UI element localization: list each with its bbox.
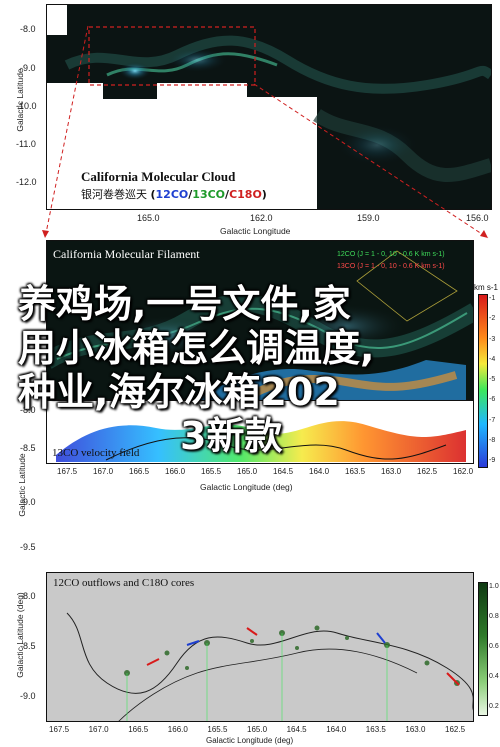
p3xticks-label: 163.0 xyxy=(405,725,426,734)
panel1-y-tick: -8.0 xyxy=(20,24,36,34)
p2xticks-label: 165.5 xyxy=(201,467,222,476)
p3xticks-label: 167.0 xyxy=(88,725,109,734)
p3xticks-label: 166.5 xyxy=(128,725,149,734)
panel3-title: 12CO outflows and C18O cores xyxy=(53,577,195,589)
panel1-subtitle-cn: 银河卷巻巡天 xyxy=(81,188,147,201)
p3xticks-label: 167.5 xyxy=(49,725,70,734)
panel1-y-tick: -11.0 xyxy=(16,139,36,149)
panel1-legend-part: ( xyxy=(150,188,156,201)
cb3ticks-label: 0.2 xyxy=(489,703,499,710)
panel2-y-tick: -9.0 xyxy=(20,497,36,507)
cb2ticks-label: -9 xyxy=(489,457,496,464)
panel1-y-tick: -12.0 xyxy=(16,177,37,187)
cb3ticks-label: 0.8 xyxy=(489,613,499,620)
panel1-tracer-legend: (12CO/13CO/C18O) xyxy=(151,188,267,201)
overlay-line-2: 用小冰箱怎么调温度, xyxy=(18,326,375,370)
p3xticks-label: 162.5 xyxy=(445,725,466,734)
p2xticks-label: 163.5 xyxy=(345,467,366,476)
p3xticks-label: 164.0 xyxy=(326,725,347,734)
p3xticks-label: 165.0 xyxy=(247,725,268,734)
cb3ticks-label: 0.4 xyxy=(489,673,499,680)
cb2ticks-label: -2 xyxy=(489,315,496,323)
p2xticks-label: 162.0 xyxy=(453,467,474,476)
p2xticks-label: 167.5 xyxy=(57,467,78,476)
panel1-x-tick: 165.0 xyxy=(137,213,160,223)
cb2ticks-label: -5 xyxy=(489,376,496,383)
overlay-line-1: 养鸡场,一号文件,家 xyxy=(18,282,351,326)
cb2ticks-label: -1 xyxy=(489,295,496,302)
p2xticks-label: 164.0 xyxy=(309,467,330,476)
panel3-x-axis-label: Galactic Longitude (deg) xyxy=(206,736,294,745)
panel1-x-tick: 162.0 xyxy=(250,213,273,223)
cb2ticks-label: -7 xyxy=(489,416,496,424)
panel1-plot-frame: California Molecular Cloud 银河卷巻巡天 (12CO/… xyxy=(46,4,492,210)
panel3-plot-frame: 12CO outflows and C18O cores xyxy=(46,572,474,722)
cb2ticks-label: -8 xyxy=(489,436,496,444)
cb2ticks-label: -4 xyxy=(489,355,496,363)
p2xticks-label: 167.0 xyxy=(93,467,114,476)
panel1-legend-part: 12CO xyxy=(155,188,189,201)
panel3-outflow-map xyxy=(66,612,473,721)
panel2-y-tick: -8.5 xyxy=(20,443,36,453)
panel1-x-tick: 159.0 xyxy=(357,213,380,223)
panel1-y-tick: -9.0 xyxy=(20,63,36,73)
panel2-legend-13co: 13CO (J = 1 - 0, 10 - 0.6 K km s-1) xyxy=(337,263,445,270)
panel2-velocity-upper xyxy=(196,360,466,400)
panel2-intensity-map xyxy=(47,250,473,369)
panel2-x-axis-label: Galactic Longitude (deg) xyxy=(200,482,293,492)
panel3-y-tick: -9.0 xyxy=(20,691,36,701)
panel1-y-tick: -10.0 xyxy=(16,101,37,111)
p2xticks-label: 164.5 xyxy=(273,467,294,476)
overlay-headline: 养鸡场,一号文件,家 用小冰箱怎么调温度, 种业,海尔冰箱202 3新款 xyxy=(18,282,374,458)
panel2-colorbar xyxy=(478,294,488,468)
panel2-colorbar-unit: km s-1 xyxy=(474,283,498,292)
p2xticks-label: 165.0 xyxy=(237,467,258,476)
panel2-title: California Molecular Filament xyxy=(53,247,200,261)
panel2-y-tick: -8.0 xyxy=(20,405,36,415)
p2xticks-label: 162.5 xyxy=(417,467,438,476)
panel1-x-axis-label: Galactic Longitude xyxy=(220,226,291,236)
cb3ticks-label: 1.0 xyxy=(489,583,499,590)
panel1-x-tick: 156.0 xyxy=(466,213,489,223)
cb2ticks-label: -3 xyxy=(489,335,496,343)
panel3-y-tick: -8.0 xyxy=(20,591,36,601)
panel1-legend-part: C18O xyxy=(229,188,262,201)
panel3-colorbar xyxy=(478,582,488,716)
panel2-velocity-map xyxy=(56,421,466,462)
panel1-legend-part: / xyxy=(188,188,193,201)
panel1-legend-part: 13CO xyxy=(192,188,226,201)
panel1-legend-part: ) xyxy=(261,188,267,201)
panel2-y-tick: -9.5 xyxy=(20,542,36,552)
panel2-velocity-label: 13CO velocity field xyxy=(52,447,140,459)
panel2-legend-12co: 12CO (J = 1 - 0, 10 - 0.6 K km s-1) xyxy=(337,251,445,258)
p3xticks-label: 165.5 xyxy=(207,725,228,734)
panel1-legend-part: / xyxy=(225,188,230,201)
overlay-line-4: 3新款 xyxy=(180,414,283,458)
p2xticks-label: 163.0 xyxy=(381,467,402,476)
panel3-y-tick: -8.5 xyxy=(20,641,36,651)
panel1-title: California Molecular Cloud xyxy=(81,169,236,184)
p3xticks-label: 163.5 xyxy=(365,725,386,734)
overlay-line-3: 种业,海尔冰箱202 xyxy=(18,370,340,414)
p2xticks-label: 166.5 xyxy=(129,467,150,476)
cb2ticks-label: -6 xyxy=(489,396,496,404)
cb3ticks-label: 0.6 xyxy=(489,643,499,650)
p3xticks-label: 166.0 xyxy=(167,725,188,734)
panel1-subtitle: 银河卷巻巡天 (12CO/13CO/C18O) xyxy=(81,186,267,202)
p2xticks-label: 166.0 xyxy=(165,467,186,476)
p3xticks-label: 164.5 xyxy=(286,725,307,734)
